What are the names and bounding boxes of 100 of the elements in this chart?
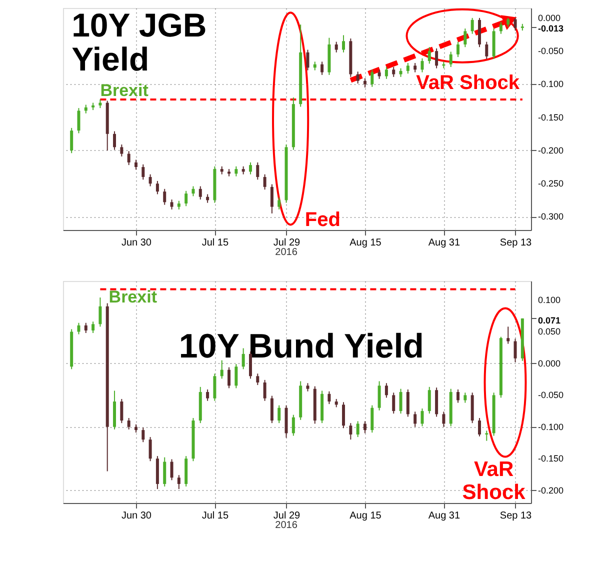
candlestick — [120, 144, 124, 157]
y-tick-label: -0.013 — [538, 24, 564, 34]
y-tick-label: -0.200 — [538, 145, 564, 156]
candlestick — [399, 388, 402, 414]
y-tick-label: -0.300 — [538, 212, 564, 222]
y-tick-label: -0.250 — [538, 178, 564, 189]
candlestick — [363, 78, 366, 88]
text: 10Y JGB Yield — [72, 6, 207, 78]
ref-line-label: Brexit — [108, 287, 158, 306]
y-tick-label: -0.200 — [538, 485, 564, 496]
candlestick — [485, 41, 488, 60]
candlestick — [392, 66, 396, 78]
candlestick — [77, 322, 80, 335]
candlestick — [234, 166, 238, 177]
candlestick — [514, 338, 517, 363]
candlestick — [456, 388, 460, 404]
candlestick — [278, 197, 281, 210]
candlestick — [170, 458, 174, 481]
candlestick — [342, 34, 346, 53]
candlestick — [256, 162, 260, 180]
candlestick — [499, 21, 502, 34]
x-tick-label: Aug 15 — [350, 510, 382, 522]
candlestick — [70, 127, 74, 154]
y-tick-label: 0.100 — [538, 295, 561, 306]
candlestick — [134, 159, 138, 170]
x-tick-label: Sep 13 — [500, 238, 532, 248]
candlestick — [334, 41, 338, 53]
candlestick — [406, 62, 410, 74]
candlestick — [442, 411, 446, 428]
candlestick — [456, 41, 460, 58]
candlestick — [156, 180, 159, 195]
y-tick-label: -0.100 — [538, 422, 564, 432]
candlestick — [184, 190, 188, 207]
candlestick — [228, 366, 231, 389]
candlestick — [170, 199, 174, 210]
candlestick — [370, 404, 374, 434]
text: 2016 — [275, 520, 298, 531]
candlestick — [292, 414, 295, 436]
candlestick — [384, 66, 388, 80]
candlestick — [163, 456, 166, 488]
candlestick — [464, 392, 467, 404]
candlestick — [142, 427, 145, 443]
candlestick — [84, 322, 88, 334]
candlestick — [420, 408, 424, 427]
candlestick — [263, 174, 266, 190]
x-tick-label: Jun 30 — [121, 238, 152, 248]
candlestick — [428, 386, 431, 414]
candlestick — [356, 71, 360, 84]
candlestick — [378, 69, 381, 80]
candlestick — [349, 422, 352, 440]
ref-line-label: Brexit — [100, 80, 149, 100]
candlestick — [406, 388, 410, 418]
candlestick — [92, 321, 95, 334]
x-tick-label: Aug 31 — [428, 510, 460, 522]
candlestick — [213, 373, 216, 402]
x-tick-label: Sep 13 — [500, 510, 532, 522]
text: 10Y Bund Yield — [178, 327, 424, 366]
candlestick — [163, 188, 166, 206]
candlestick — [514, 17, 517, 32]
y-tick-label: 0.000 — [538, 12, 561, 23]
y-tick-label: -0.100 — [538, 79, 564, 90]
candlestick — [192, 186, 195, 197]
candlestick — [148, 436, 152, 462]
candlestick — [120, 398, 124, 424]
candlestick — [220, 360, 224, 380]
candlestick — [270, 395, 274, 424]
candlestick — [392, 392, 396, 414]
candlestick — [77, 108, 80, 134]
candlestick — [306, 49, 310, 71]
candlestick — [363, 420, 366, 434]
x-tick-label: Jul 29 — [273, 238, 301, 248]
candlestick — [127, 418, 130, 430]
candlestick — [270, 184, 274, 214]
candlestick — [328, 390, 331, 405]
candlestick — [485, 430, 488, 442]
candlestick — [470, 17, 474, 34]
y-tick-label: -0.050 — [538, 46, 564, 56]
y-tick-label: 0.050 — [538, 326, 561, 337]
candlestick — [506, 326, 510, 344]
candlestick — [248, 350, 252, 380]
annotation: VaR Shock — [462, 458, 526, 504]
candlestick — [242, 348, 245, 370]
x-tick-label: Jul 15 — [202, 510, 229, 522]
candlestick — [464, 28, 467, 48]
candlestick — [234, 364, 238, 389]
candlestick — [506, 17, 510, 28]
candlestick — [248, 162, 252, 175]
y-tick-label: 0.000 — [538, 358, 561, 368]
candlestick — [414, 62, 417, 73]
text: 2016 — [275, 247, 298, 258]
candlestick — [98, 296, 102, 328]
candlestick — [449, 51, 452, 68]
y-tick-label: -0.150 — [538, 454, 564, 464]
candlestick — [148, 174, 152, 187]
candlestick — [142, 164, 145, 180]
y-tick-label: -0.150 — [538, 112, 564, 122]
candlestick — [177, 474, 180, 490]
candlestick — [263, 379, 266, 402]
candlestick — [420, 58, 424, 73]
candlestick — [127, 150, 130, 166]
